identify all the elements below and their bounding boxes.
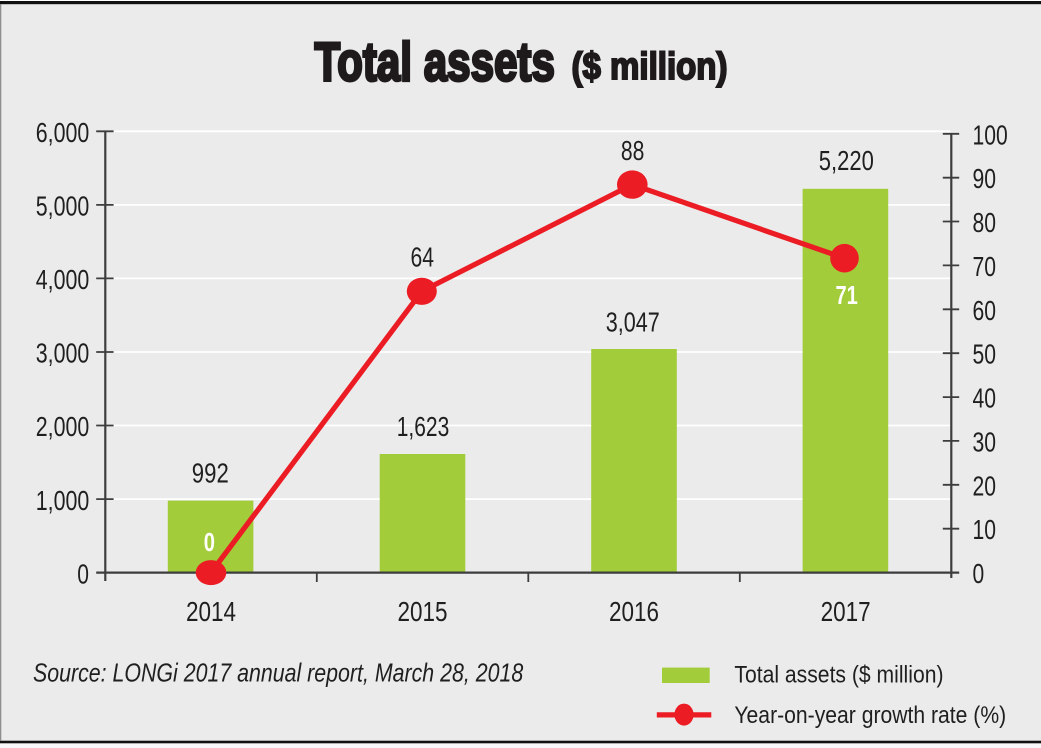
svg-text:0: 0 bbox=[973, 558, 985, 589]
svg-text:3,000: 3,000 bbox=[36, 338, 90, 369]
svg-text:2,000: 2,000 bbox=[36, 411, 90, 442]
svg-text:3,047: 3,047 bbox=[606, 307, 660, 338]
svg-text:20: 20 bbox=[973, 470, 997, 501]
svg-text:88: 88 bbox=[621, 135, 645, 166]
svg-text:80: 80 bbox=[973, 207, 997, 238]
svg-text:5,000: 5,000 bbox=[36, 191, 90, 222]
svg-text:30: 30 bbox=[973, 426, 997, 457]
svg-text:10: 10 bbox=[973, 514, 997, 545]
svg-text:70: 70 bbox=[973, 251, 997, 282]
svg-text:Year-on-year growth rate (%): Year-on-year growth rate (%) bbox=[734, 702, 1006, 729]
svg-text:71: 71 bbox=[835, 280, 857, 310]
svg-text:50: 50 bbox=[973, 339, 997, 370]
svg-text:40: 40 bbox=[973, 383, 997, 414]
svg-text:0: 0 bbox=[77, 558, 89, 589]
svg-text:2015: 2015 bbox=[398, 596, 448, 627]
svg-text:0: 0 bbox=[204, 527, 215, 557]
svg-text:Total assets: Total assets bbox=[315, 30, 555, 92]
svg-text:992: 992 bbox=[192, 457, 229, 488]
svg-text:Source: LONGi 2017 annual repo: Source: LONGi 2017 annual report, March … bbox=[33, 657, 524, 687]
svg-text:Total assets ($ million): Total assets ($ million) bbox=[734, 661, 943, 688]
svg-text:4,000: 4,000 bbox=[36, 264, 90, 295]
svg-text:2017: 2017 bbox=[821, 596, 871, 627]
svg-text:1,623: 1,623 bbox=[397, 411, 450, 442]
svg-text:90: 90 bbox=[973, 163, 997, 194]
svg-text:2016: 2016 bbox=[609, 596, 659, 627]
svg-text:6,000: 6,000 bbox=[36, 117, 90, 148]
svg-text:64: 64 bbox=[411, 241, 435, 272]
svg-text:60: 60 bbox=[973, 295, 997, 326]
svg-text:1,000: 1,000 bbox=[36, 485, 90, 516]
svg-text:100: 100 bbox=[973, 119, 1008, 150]
svg-text:2014: 2014 bbox=[186, 596, 236, 627]
svg-text:5,220: 5,220 bbox=[819, 145, 874, 176]
svg-text:($ million): ($ million) bbox=[572, 46, 728, 88]
